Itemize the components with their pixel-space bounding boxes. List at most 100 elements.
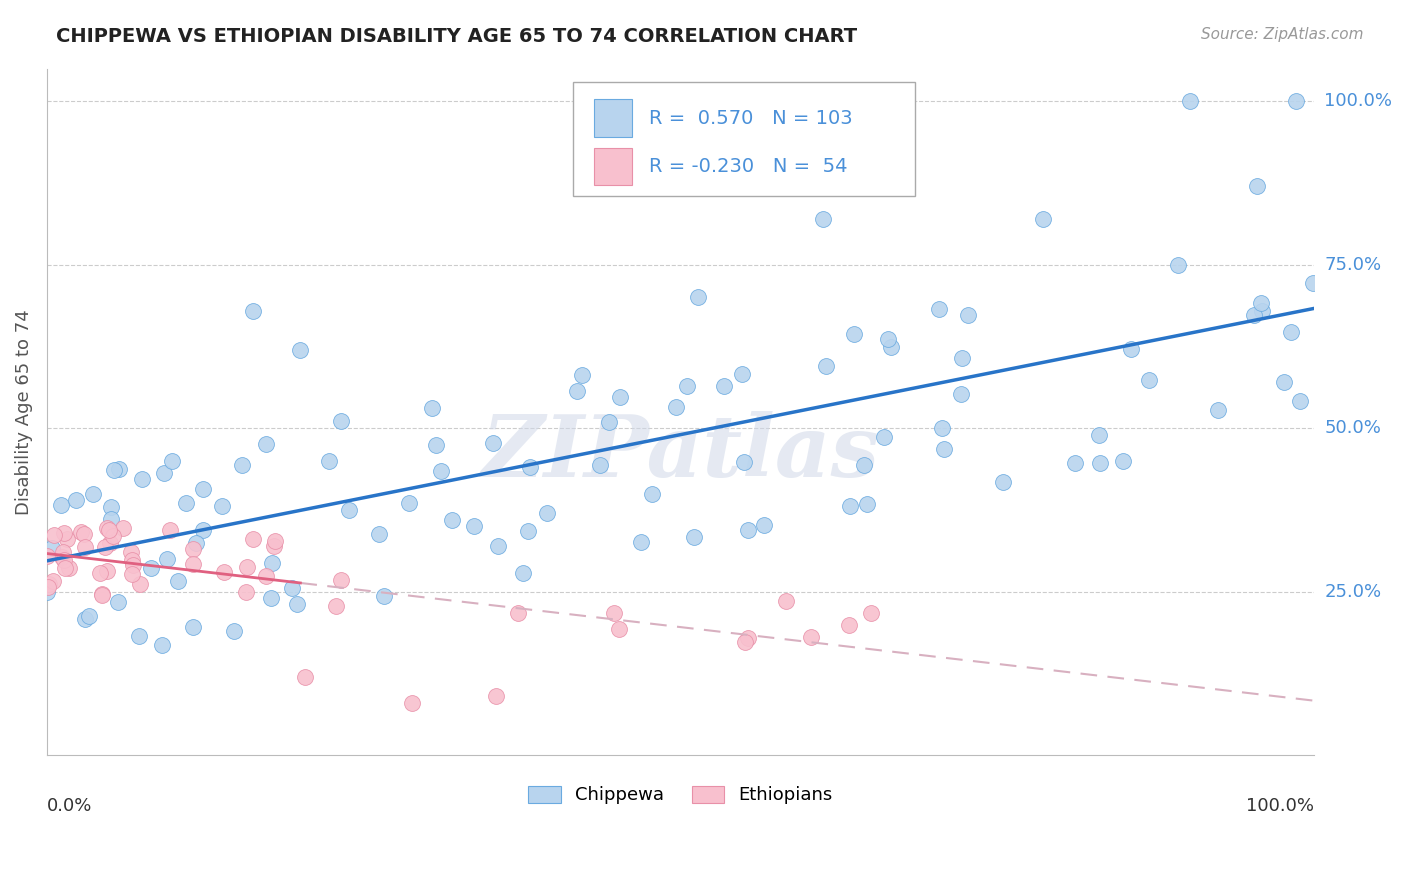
Point (950, 351, 973, 366)
Point (1279, 325, 1302, 339)
Point (1112, 454, 1135, 468)
Point (53, 553, 76, 567)
Point (160, 454, 183, 468)
Point (1302, 277, 1324, 291)
Point (731, 368, 754, 382)
Point (859, 607, 882, 621)
Point (1246, 179, 1268, 194)
Y-axis label: Disability Age 65 to 74: Disability Age 65 to 74 (15, 309, 32, 515)
Point (242, 532, 264, 546)
Point (991, 475, 1014, 489)
Text: R =  0.570   N = 103: R = 0.570 N = 103 (650, 109, 852, 128)
Point (880, 340, 903, 354)
Point (686, 290, 709, 304)
Point (100, 511, 122, 525)
Point (330, 414, 353, 428)
Point (486, 539, 509, 553)
Point (231, 458, 253, 472)
Legend: Chippewa, Ethiopians: Chippewa, Ethiopians (522, 779, 839, 812)
Point (337, 502, 360, 516)
Text: ZIPatlas: ZIPatlas (481, 411, 880, 495)
Point (211, 500, 233, 514)
Text: 100.0%: 100.0% (1324, 92, 1392, 111)
Bar (595, 147, 633, 186)
Point (485, 690, 508, 704)
Point (235, 585, 257, 599)
Point (242, 303, 264, 318)
Point (56, 532, 79, 546)
Point (128, 577, 150, 591)
Point (1178, 94, 1201, 108)
Point (813, 211, 835, 226)
Point (94, 540, 117, 554)
Text: 100.0%: 100.0% (1246, 797, 1315, 814)
Point (100, 500, 122, 515)
Point (263, 539, 285, 553)
Point (73, 540, 96, 554)
Point (98, 524, 121, 538)
Point (236, 560, 259, 574)
Point (853, 458, 876, 472)
Point (1285, 94, 1308, 108)
Point (260, 556, 283, 570)
Point (607, 622, 630, 636)
Point (1064, 456, 1087, 470)
Point (949, 387, 972, 401)
Point (183, 541, 205, 556)
Point (52, 525, 75, 540)
Point (37, 584, 59, 599)
Point (844, 326, 866, 341)
Point (430, 464, 453, 478)
Point (838, 499, 860, 513)
Point (425, 438, 447, 452)
Point (150, 638, 173, 652)
Point (838, 617, 860, 632)
Text: 75.0%: 75.0% (1324, 256, 1382, 274)
Point (1289, 393, 1312, 408)
Point (42, 574, 65, 588)
Point (1119, 342, 1142, 356)
Point (737, 631, 759, 645)
Point (49, 498, 72, 512)
Point (181, 557, 204, 571)
Point (737, 524, 759, 538)
Point (294, 670, 316, 684)
Point (122, 558, 145, 573)
Point (77, 608, 100, 623)
Point (193, 482, 215, 496)
Point (107, 594, 129, 608)
Point (120, 545, 142, 559)
Text: Source: ZipAtlas.com: Source: ZipAtlas.com (1201, 27, 1364, 42)
Point (91, 587, 114, 601)
Point (932, 442, 955, 456)
Point (260, 591, 283, 605)
Point (193, 523, 215, 537)
Point (609, 391, 631, 405)
Point (931, 421, 953, 435)
Point (325, 599, 347, 613)
Point (589, 458, 612, 472)
Point (101, 529, 124, 543)
Point (752, 518, 775, 533)
Text: CHIPPEWA VS ETHIOPIAN DISABILITY AGE 65 TO 74 CORRELATION CHART: CHIPPEWA VS ETHIOPIAN DISABILITY AGE 65 … (56, 27, 858, 45)
Point (630, 535, 652, 549)
Point (254, 437, 277, 451)
Point (872, 430, 894, 444)
Point (373, 589, 395, 603)
Point (285, 597, 308, 611)
Point (367, 526, 389, 541)
Point (58, 561, 80, 575)
Point (89, 566, 111, 580)
Point (598, 415, 620, 429)
Point (281, 582, 304, 596)
Point (38, 577, 60, 591)
Point (318, 453, 340, 467)
Point (100, 536, 122, 550)
Point (70, 524, 93, 539)
Point (96, 521, 118, 535)
Point (398, 495, 420, 509)
Text: R = -0.230   N =  54: R = -0.230 N = 54 (650, 157, 848, 177)
Point (1088, 457, 1111, 471)
Point (51, 550, 73, 565)
Point (1206, 402, 1229, 417)
